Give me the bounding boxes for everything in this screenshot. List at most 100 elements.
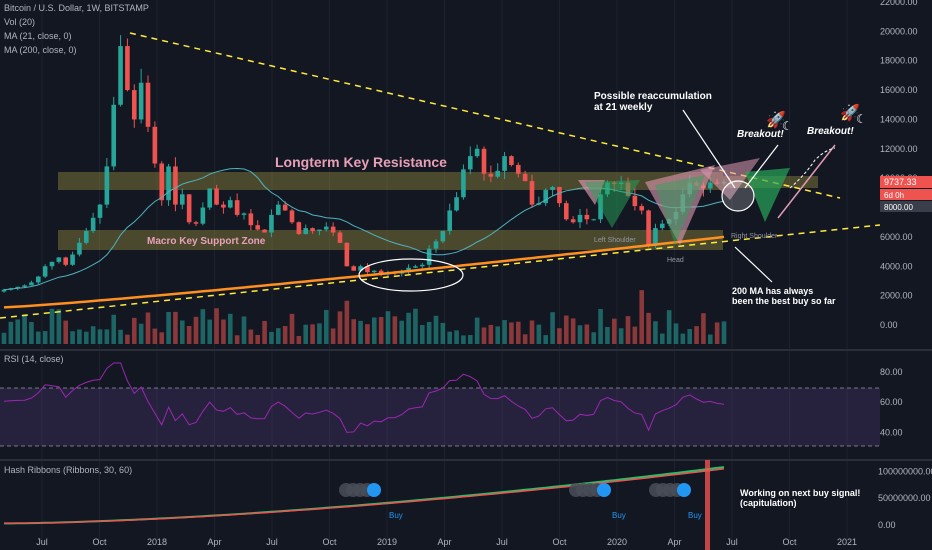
moon-icon-2: ☾ — [856, 112, 867, 126]
time-tick: Apr — [437, 537, 451, 547]
volume-bar — [474, 317, 480, 344]
volume-bar — [426, 321, 432, 344]
buy-label: Buy — [688, 511, 702, 520]
candle-body — [467, 156, 473, 170]
volume-bar — [666, 310, 672, 344]
volume-bar — [63, 320, 69, 344]
volume-bar — [310, 324, 315, 344]
volume-bar — [522, 334, 528, 344]
breakout-arrow-2 — [777, 144, 836, 219]
candle-body — [646, 210, 651, 246]
volume-bar — [125, 334, 130, 344]
volume-bar — [707, 334, 713, 344]
candle-body — [454, 197, 459, 211]
candle-body — [159, 163, 165, 201]
resistance-label: Longterm Key Resistance — [275, 154, 447, 170]
last-price-tag — [880, 176, 932, 188]
volume-bar — [351, 319, 357, 344]
candle-body — [186, 194, 192, 223]
right-pattern-green — [745, 168, 790, 222]
volume-bar — [330, 328, 336, 344]
candle-body — [426, 248, 432, 265]
volume-bar — [289, 313, 295, 344]
volume-bar — [625, 316, 631, 344]
candle-body — [70, 254, 75, 265]
breakout-label-2: Breakout! — [807, 126, 854, 137]
candle-body — [221, 204, 226, 208]
reaccum-arrow — [682, 109, 736, 189]
candle-body — [29, 282, 34, 286]
breakout-curve — [789, 147, 836, 189]
right-shoulder-label: Right Shoulder — [731, 233, 778, 240]
accumulation-ellipse — [358, 258, 464, 292]
candle-body — [522, 173, 528, 182]
countdown-text: 6d 0h — [884, 191, 904, 200]
volume-bar — [591, 332, 597, 344]
candle-body — [413, 266, 418, 268]
volume-bar — [488, 324, 494, 344]
candle-body — [557, 186, 562, 204]
volume-bar — [399, 320, 405, 344]
buy-label: Buy — [612, 511, 626, 520]
candle-body — [310, 228, 315, 232]
rsi-tick: 60.00 — [880, 397, 903, 407]
volume-bar — [433, 315, 439, 344]
candle-body — [269, 214, 274, 233]
price-tick: 22000.00 — [880, 0, 918, 7]
candle-body — [35, 276, 41, 283]
candle-body — [125, 46, 130, 91]
candle-body — [111, 104, 117, 167]
volume-bar — [207, 319, 213, 344]
volume-bar — [495, 326, 501, 344]
volume-bar — [173, 311, 178, 344]
ma-price-text: 8000.00 — [884, 203, 913, 212]
volume-bar — [29, 322, 34, 344]
volume-bar — [673, 323, 679, 344]
breakout-arrow-1 — [744, 144, 779, 189]
candle-body — [296, 222, 302, 234]
hash-note-2: (capitulation) — [740, 498, 797, 508]
volume-bar — [694, 326, 699, 344]
volume-bar — [42, 331, 48, 344]
hash-tick: 0.00 — [878, 520, 896, 530]
volume-bar — [323, 309, 329, 344]
candle-body — [707, 182, 713, 189]
right-pattern-pink — [700, 158, 760, 200]
legend-ma21: MA (21, close, 0) — [4, 31, 72, 41]
candle-body — [303, 228, 309, 234]
buy-signals: Buy Buy Buy — [339, 483, 702, 520]
volume-bar — [317, 323, 322, 344]
candle-body — [358, 266, 363, 271]
time-tick: Oct — [552, 537, 567, 547]
volume-bar — [262, 320, 267, 344]
volume-bar — [97, 329, 103, 344]
last-price-text: 9737.33 — [884, 177, 917, 187]
head-label: Head — [667, 257, 684, 264]
volume-bar — [701, 313, 706, 344]
candle-body — [152, 126, 158, 164]
candle-body — [241, 213, 247, 215]
candle-body — [173, 166, 178, 205]
time-axis: Jul Oct 2018 Apr Jul Oct 2019 Apr Jul Oct 2020 Apr J… — [36, 537, 857, 547]
grid — [41, 0, 848, 540]
candle-body — [227, 200, 233, 208]
candle-body — [509, 156, 514, 165]
candle-body — [104, 166, 110, 205]
candle-body — [118, 46, 123, 105]
price-tick: 16000.00 — [880, 85, 918, 95]
volume-bar — [337, 311, 343, 344]
time-tick: Jul — [496, 537, 508, 547]
reaccum-label-1: Possible reaccumulation — [594, 91, 712, 102]
volume-bar — [563, 315, 569, 344]
volume-bar — [296, 335, 302, 344]
volume-bar — [200, 309, 206, 344]
left-shoulder-label: Left Shoulder — [594, 237, 636, 244]
candle-body — [419, 264, 425, 267]
hash-note-1: Working on next buy signal! — [740, 488, 860, 498]
rsi-axis: 80.00 60.00 40.00 — [880, 367, 903, 437]
volume-bar — [275, 328, 281, 344]
volume-bar — [536, 324, 542, 344]
volume-bar — [646, 312, 651, 344]
ma200-note-1: 200 MA has always — [732, 286, 813, 296]
volume-bar — [145, 312, 151, 344]
